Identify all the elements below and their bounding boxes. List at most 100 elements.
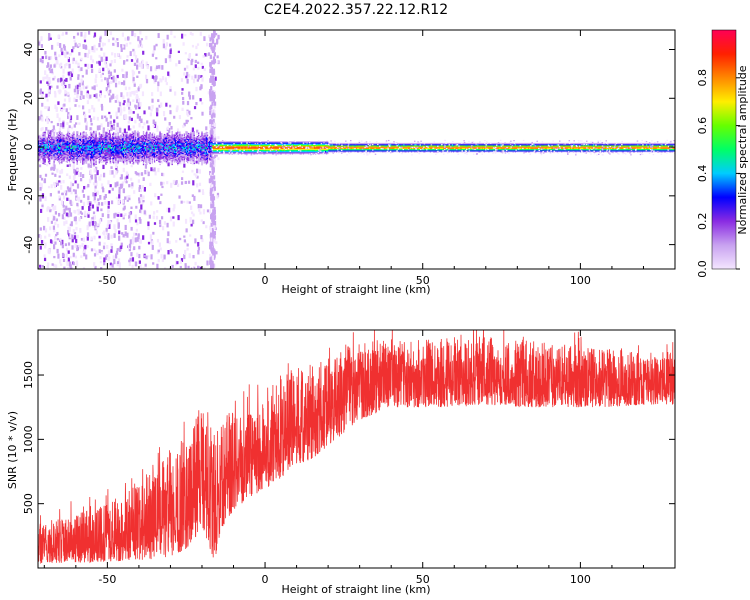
spectrogram-cell [57,158,60,160]
spectrogram-cell [93,196,96,202]
spectrogram-cell [164,142,167,145]
spectrogram-cell [156,146,158,148]
spectrogram-cell [147,154,149,156]
spectrogram-cell [90,160,93,162]
spectrogram-cell [143,156,146,159]
spectrogram-cell [43,140,45,142]
spectrogram-cell [166,153,168,155]
spectrogram-cell [88,108,91,114]
spectrogram-cell [93,248,96,252]
spectrogram-cell [179,260,182,264]
spectrogram-cell [116,157,118,159]
spectrogram-cell [98,162,101,164]
spectrogram-cell [137,134,139,136]
spectrogram-cell [39,137,41,140]
spectrogram-cell [111,151,114,154]
spectrogram-cell [72,148,74,150]
spectrogram-cell [205,225,208,229]
spectrogram-cell [67,143,70,145]
spectrogram-cell [127,36,130,41]
spectrogram-cell [106,224,109,228]
spectrogram-cell [78,140,81,142]
spectrogram-cell [146,65,149,70]
spectrogram-cell [97,139,99,142]
spectrogram-cell [84,155,86,157]
spectrogram-cell [84,146,86,149]
spectrogram-cell [130,239,133,243]
spectrogram-cell [79,147,82,149]
spectrogram-cell [170,138,172,140]
spectrogram-cell [76,84,79,90]
spectrogram-cell [166,140,168,142]
spectrogram-cell [118,147,120,149]
spectrogram-cell [128,195,131,199]
spectrogram-cell [116,38,119,41]
spectrogram-cell [171,139,173,141]
spectrogram-cell [39,148,41,151]
spectrogram-cell [151,160,153,163]
spectrogram-cell [210,262,213,267]
spectrogram-cell [150,167,153,172]
spectrogram-cell [154,149,157,152]
spectrogram-cell [84,144,86,146]
spectrogram-cell [83,146,85,148]
spectrogram-cell [68,207,71,213]
spectrogram-cell [53,152,55,154]
spectrogram-cell [103,42,106,46]
spectrogram-cell [53,157,55,159]
spectrogram-cell [49,153,51,155]
spectrogram-cell [120,213,123,217]
spectrogram-cell [77,65,80,68]
spectrogram-cell [103,143,105,146]
spectrogram-cell [55,147,57,149]
spectrogram-cell [67,150,70,153]
spectrogram-cell [156,251,160,255]
spectrogram-cell [113,148,115,150]
spectrogram-cell [150,145,152,147]
spectrogram-cell [109,135,112,137]
spectrogram-cell [124,150,126,152]
spectrogram-cell [104,146,106,149]
spectrogram-cell [71,135,73,137]
spectrogram-cell [146,120,149,124]
spectrogram-cell [47,146,50,148]
spectrogram-cell [88,221,91,227]
spectrogram-cell [192,254,195,259]
spectrogram-cell [119,141,121,143]
spectrogram-cell [57,136,60,139]
spectrogram-cell [135,162,137,164]
spectrogram-cell [118,247,122,252]
spectrogram-cell [115,160,117,163]
spectrogram-cell [137,155,139,157]
spectrogram-cell [156,156,158,158]
spectrogram-cell [76,134,78,136]
spectrogram-cell [132,77,135,82]
spectrogram-cell [183,135,185,137]
spectrogram-cell [64,149,66,151]
spectrogram-cell [185,119,188,125]
spectrogram-cell [68,135,71,137]
spectrogram-cell [143,157,146,160]
spectrogram-cell [169,146,171,148]
spectrogram-cell [48,80,52,84]
spectrogram-cell [115,147,117,149]
spectrogram-cell [177,159,179,161]
spectrogram-cell [211,241,214,246]
spectrogram-cell [103,147,105,149]
spectrogram-cell [78,151,81,153]
spectrogram-cell [82,237,85,242]
spectrogram-cell [54,173,57,177]
spectrogram-cell [60,148,62,150]
spectrogram-cell [49,55,53,60]
spectrogram-cell [90,145,93,148]
spectrogram-cell [190,223,193,227]
spectrogram-cell [92,140,94,143]
spectrogram-cell [166,141,168,143]
spectrogram-cell [95,162,97,164]
spectrogram-cell [148,152,150,154]
spectrogram-cell [96,61,99,64]
spectrogram-cell [94,78,97,84]
spectrogram-cell [161,151,163,154]
spectrogram-cell [60,138,62,140]
spectrogram-cell [107,201,110,206]
